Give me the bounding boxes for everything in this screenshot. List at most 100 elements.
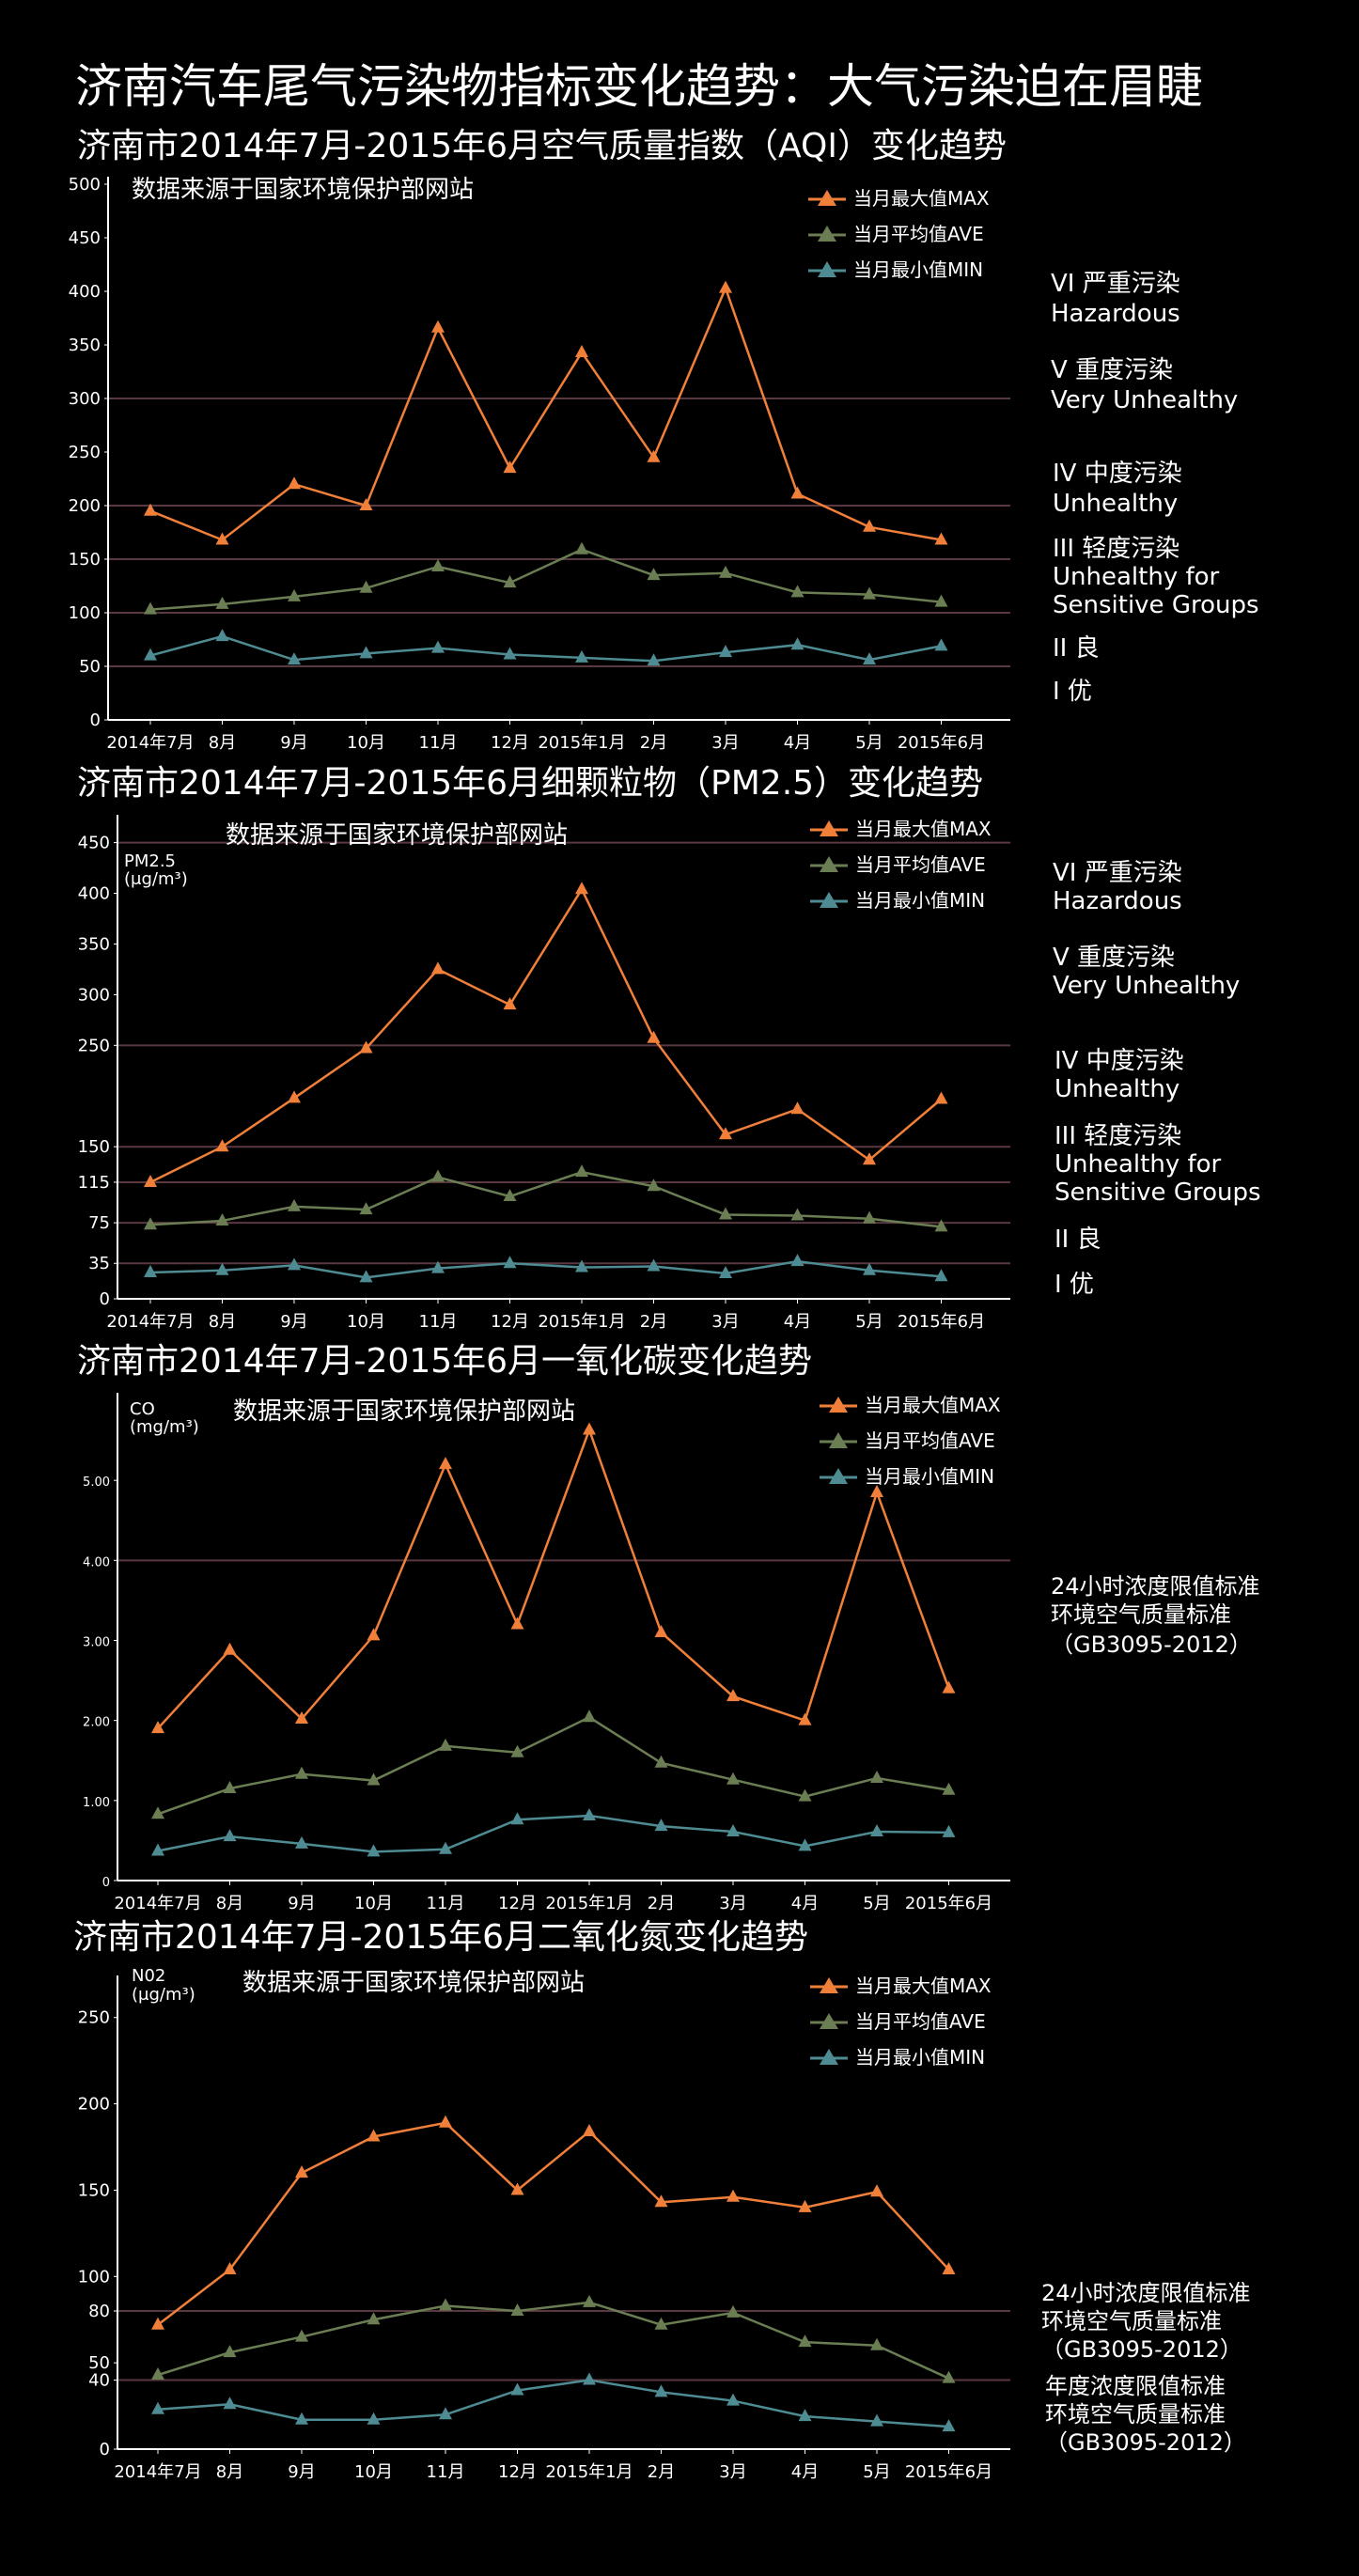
data-point-min bbox=[575, 649, 588, 663]
data-point-min bbox=[503, 647, 517, 660]
x-tick-label: 2月 bbox=[640, 1312, 667, 1332]
data-point-min bbox=[798, 1838, 812, 1851]
data-point-ave bbox=[583, 1710, 596, 1723]
data-point-max bbox=[647, 1030, 661, 1043]
data-point-min bbox=[288, 1257, 301, 1271]
data-point-ave bbox=[575, 541, 588, 554]
x-tick-label: 10月 bbox=[354, 1894, 393, 1913]
data-point-min bbox=[359, 646, 373, 659]
data-point-ave bbox=[790, 1208, 804, 1221]
data-point-min bbox=[583, 1808, 596, 1821]
series-line-ave bbox=[157, 1715, 949, 1816]
data-point-ave bbox=[144, 1217, 157, 1230]
data-point-ave bbox=[215, 1212, 229, 1226]
data-point-max bbox=[798, 2199, 812, 2212]
data-point-ave bbox=[503, 575, 517, 588]
x-tick-label: 10月 bbox=[354, 2462, 393, 2482]
data-point-ave bbox=[798, 2334, 812, 2348]
annotation-text: 环境空气质量标准 bbox=[1051, 1601, 1231, 1628]
y-tick-label: 1.00 bbox=[83, 1796, 110, 1810]
legend-label-max: 当月最大值MAX bbox=[855, 1975, 992, 1997]
x-tick-label: 10月 bbox=[347, 1312, 385, 1332]
data-point-max bbox=[215, 1139, 229, 1152]
data-point-min bbox=[790, 637, 804, 650]
data-point-ave bbox=[223, 1781, 237, 1794]
legend-marker-max bbox=[829, 1397, 848, 1413]
data-point-ave bbox=[575, 1164, 588, 1178]
data-point-min bbox=[863, 1262, 876, 1275]
y-tick-label: 80 bbox=[88, 2302, 110, 2321]
data-point-max bbox=[431, 320, 445, 333]
data-point-max bbox=[647, 449, 661, 462]
data-point-ave bbox=[726, 2304, 740, 2318]
x-tick-label: 8月 bbox=[209, 1312, 236, 1332]
page-title: 济南汽车尾气污染物指标变化趋势：大气污染迫在眉睫 bbox=[75, 59, 1203, 114]
y-tick-label: 0 bbox=[100, 1289, 110, 1309]
legend-marker-max bbox=[818, 190, 836, 206]
y-tick-label: 2.00 bbox=[83, 1716, 110, 1730]
x-tick-label: 2014年7月 bbox=[114, 1894, 201, 1913]
y-tick-label: 50 bbox=[79, 657, 101, 677]
x-tick-label: 5月 bbox=[863, 2462, 890, 2482]
data-point-max bbox=[223, 1642, 237, 1655]
legend-marker-min bbox=[820, 2049, 838, 2065]
chart-title-aqi: 济南市2014年7月-2015年6月空气质量指数（AQI）变化趋势 bbox=[77, 127, 1007, 165]
aqi-chart: 0 50 100 150 200 250 300 350 400 450 500 2014年7月 8月 9… bbox=[69, 175, 1259, 753]
chart-title-co: 济南市2014年7月-2015年6月一氧化碳变化趋势 bbox=[77, 1342, 813, 1381]
legend-marker-ave bbox=[829, 1432, 848, 1448]
data-point-min bbox=[439, 2407, 452, 2420]
x-tick-label: 2月 bbox=[648, 1894, 675, 1913]
x-tick-label: 11月 bbox=[427, 2462, 465, 2482]
series-line-max bbox=[157, 2121, 950, 2326]
x-tick-label: 12月 bbox=[498, 2462, 537, 2482]
legend-marker-max bbox=[820, 820, 838, 836]
data-point-max bbox=[510, 1616, 524, 1630]
y-tick-label: 100 bbox=[69, 603, 101, 623]
data-point-ave bbox=[215, 596, 229, 609]
data-point-ave bbox=[359, 1202, 373, 1215]
data-point-min bbox=[431, 1260, 445, 1273]
legend-label-min: 当月最小值MIN bbox=[855, 2046, 985, 2069]
x-tick-label: 3月 bbox=[719, 2462, 746, 2482]
chart-title-pm25: 济南市2014年7月-2015年6月细颗粒物（PM2.5）变化趋势 bbox=[77, 764, 984, 803]
x-tick-label: 3月 bbox=[711, 1312, 739, 1332]
data-point-ave bbox=[295, 1766, 308, 1779]
y-tick-label: 400 bbox=[69, 282, 101, 302]
data-point-ave bbox=[719, 565, 732, 578]
data-point-ave bbox=[151, 2367, 164, 2381]
data-point-max bbox=[575, 344, 588, 357]
data-point-ave bbox=[223, 2345, 237, 2358]
series-line-min bbox=[149, 634, 942, 663]
x-tick-label: 8月 bbox=[216, 2462, 243, 2482]
data-point-min bbox=[934, 638, 948, 651]
y-tick-label: 0 bbox=[100, 2440, 110, 2459]
data-point-min bbox=[798, 2409, 812, 2422]
data-point-min bbox=[288, 652, 301, 665]
series-line-min bbox=[157, 2379, 949, 2428]
y-tick-label: 250 bbox=[78, 1036, 110, 1055]
data-point-ave bbox=[288, 588, 301, 601]
y-axis-label: CO bbox=[130, 1399, 155, 1419]
data-point-ave bbox=[431, 558, 445, 571]
legend-label-ave: 当月平均值AVE bbox=[855, 853, 986, 876]
data-point-ave bbox=[151, 1806, 164, 1819]
legend-marker-ave bbox=[818, 226, 836, 242]
data-point-min bbox=[503, 1256, 517, 1269]
data-point-max bbox=[863, 1152, 876, 1165]
data-point-max bbox=[575, 882, 588, 895]
y-tick-label: 115 bbox=[78, 1173, 110, 1193]
data-point-max bbox=[726, 2189, 740, 2202]
data-point-max bbox=[583, 2123, 596, 2136]
y-tick-label: 40 bbox=[88, 2371, 110, 2391]
data-point-max bbox=[439, 1457, 452, 1470]
data-point-min bbox=[726, 1824, 740, 1837]
data-point-ave bbox=[144, 601, 157, 615]
data-point-min bbox=[942, 1824, 956, 1837]
x-tick-label: 12月 bbox=[498, 1894, 537, 1913]
y-axis-unit: (μg/m³) bbox=[124, 869, 188, 889]
data-point-max bbox=[295, 2165, 308, 2178]
data-point-max bbox=[151, 2317, 164, 2330]
data-point-min bbox=[726, 2393, 740, 2406]
data-point-max bbox=[439, 2115, 452, 2128]
legend-label-min: 当月最小值MIN bbox=[853, 258, 983, 281]
